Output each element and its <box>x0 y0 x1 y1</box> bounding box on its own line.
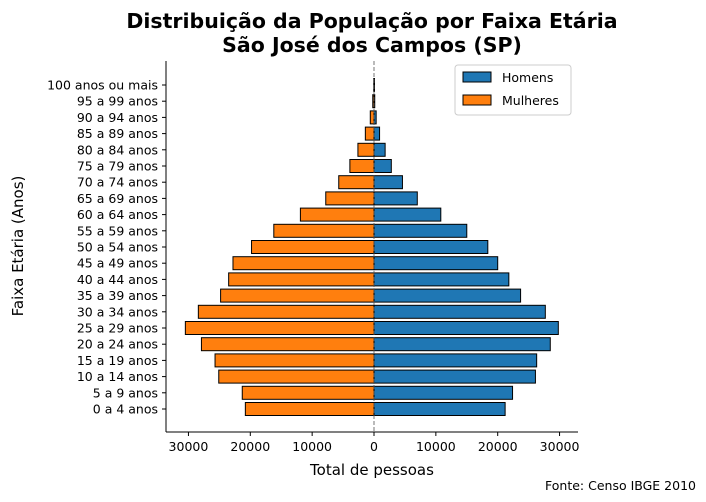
bar-mulheres-90-a-94-anos <box>369 110 375 125</box>
y-tick-label-85-a-89-anos: 85 a 89 anos <box>77 126 158 141</box>
bar-mulheres-0-a-4-anos <box>244 402 375 416</box>
bar-homens-50-a-54-anos <box>373 240 489 254</box>
bar-mulheres-60-a-64-anos <box>299 207 375 222</box>
y-tick-label-80-a-84-anos: 80 a 84 anos <box>77 142 158 157</box>
y-tick-label-70-a-74-anos: 70 a 74 anos <box>77 175 158 190</box>
y-tick-label-25-a-29-anos: 25 a 29 anos <box>77 321 158 336</box>
y-tick-label-50-a-54-anos: 50 a 54 anos <box>77 240 158 255</box>
legend-swatch-mulheres <box>462 94 492 106</box>
source-note: Fonte: Censo IBGE 2010 <box>545 478 696 493</box>
bar-mulheres-85-a-89-anos <box>364 126 375 141</box>
y-tick-label-75-a-79-anos: 75 a 79 anos <box>77 159 158 174</box>
bar-mulheres-30-a-34-anos <box>197 304 375 319</box>
x-tick-label-2: 10000 <box>292 439 332 454</box>
y-tick-label-100-anos-ou-mais: 100 anos ou mais <box>47 78 158 93</box>
bar-mulheres-45-a-49-anos <box>232 256 375 271</box>
bar-mulheres-10-a-14-anos <box>218 369 375 384</box>
legend-label-homens: Homens <box>502 70 553 85</box>
bar-homens-70-a-74-anos <box>373 175 403 190</box>
x-axis-label: Total de pessoas <box>309 461 434 479</box>
y-tick-label-60-a-64-anos: 60 a 64 anos <box>77 207 158 222</box>
bar-homens-55-a-59-anos <box>373 223 468 238</box>
bar-mulheres-35-a-39-anos <box>220 288 375 303</box>
bar-mulheres-20-a-24-anos <box>200 337 375 352</box>
bar-homens-25-a-29-anos <box>373 321 559 335</box>
y-tick-label-65-a-69-anos: 65 a 69 anos <box>77 191 158 206</box>
bar-homens-0-a-4-anos <box>373 402 506 416</box>
legend-label-mulheres: Mulheres <box>502 93 559 108</box>
y-tick-label-40-a-44-anos: 40 a 44 anos <box>77 272 158 287</box>
bar-mulheres-15-a-19-anos <box>214 353 375 368</box>
y-tick-label-30-a-34-anos: 30 a 34 anos <box>77 304 158 319</box>
bar-mulheres-65-a-69-anos <box>325 191 375 206</box>
bar-homens-15-a-19-anos <box>373 353 538 368</box>
x-tick-label-0: 30000 <box>169 439 209 454</box>
bar-mulheres-70-a-74-anos <box>338 175 375 190</box>
bar-mulheres-5-a-9-anos <box>241 385 375 400</box>
x-tick-label-1: 20000 <box>230 439 270 454</box>
x-tick-label-5: 20000 <box>478 439 518 454</box>
y-tick-label-15-a-19-anos: 15 a 19 anos <box>77 353 158 368</box>
y-tick-label-45-a-49-anos: 45 a 49 anos <box>77 256 158 271</box>
bar-homens-85-a-89-anos <box>373 126 381 141</box>
x-tick-label-6: 30000 <box>540 439 580 454</box>
bar-mulheres-95-a-99-anos <box>372 94 375 109</box>
bar-homens-75-a-79-anos <box>373 159 392 173</box>
y-tick-label-35-a-39-anos: 35 a 39 anos <box>77 288 158 303</box>
x-tick-label-4: 10000 <box>416 439 456 454</box>
bar-homens-65-a-69-anos <box>373 191 418 206</box>
y-tick-label-20-a-24-anos: 20 a 24 anos <box>77 337 158 352</box>
bar-homens-30-a-34-anos <box>373 304 546 319</box>
y-tick-label-0-a-4-anos: 0 a 4 anos <box>93 402 158 417</box>
y-tick-label-10-a-14-anos: 10 a 14 anos <box>77 369 158 384</box>
y-axis-label: Faixa Etária (Anos) <box>9 176 27 317</box>
legend: Homens Mulheres <box>454 64 572 116</box>
chart-subtitle: São José dos Campos (SP) <box>222 33 522 57</box>
bar-homens-80-a-84-anos <box>373 142 386 157</box>
bar-homens-10-a-14-anos <box>373 369 536 384</box>
legend-swatch-homens <box>462 71 492 83</box>
bar-mulheres-75-a-79-anos <box>349 159 375 173</box>
y-tick-label-90-a-94-anos: 90 a 94 anos <box>77 110 158 125</box>
x-tick-label-3: 0 <box>370 439 378 454</box>
bar-mulheres-25-a-29-anos <box>184 321 375 335</box>
bar-mulheres-40-a-44-anos <box>228 272 375 287</box>
bar-homens-60-a-64-anos <box>373 207 442 222</box>
y-tick-label-5-a-9-anos: 5 a 9 anos <box>93 385 158 400</box>
bar-mulheres-80-a-84-anos <box>357 142 375 157</box>
chart-title: Distribuição da População por Faixa Etár… <box>126 9 617 33</box>
y-tick-label-55-a-59-anos: 55 a 59 anos <box>77 223 158 238</box>
bar-mulheres-50-a-54-anos <box>251 240 375 254</box>
bar-homens-45-a-49-anos <box>373 256 499 271</box>
bar-homens-20-a-24-anos <box>373 337 551 352</box>
bar-mulheres-55-a-59-anos <box>273 223 375 238</box>
bar-homens-40-a-44-anos <box>373 272 510 287</box>
bar-homens-5-a-9-anos <box>373 385 514 400</box>
x-ticks: 30000 20000 10000 0 10000 20000 30000 <box>169 432 580 454</box>
bar-homens-35-a-39-anos <box>373 288 522 303</box>
bars-group <box>184 78 559 416</box>
y-tick-label-95-a-99-anos: 95 a 99 anos <box>77 94 158 109</box>
